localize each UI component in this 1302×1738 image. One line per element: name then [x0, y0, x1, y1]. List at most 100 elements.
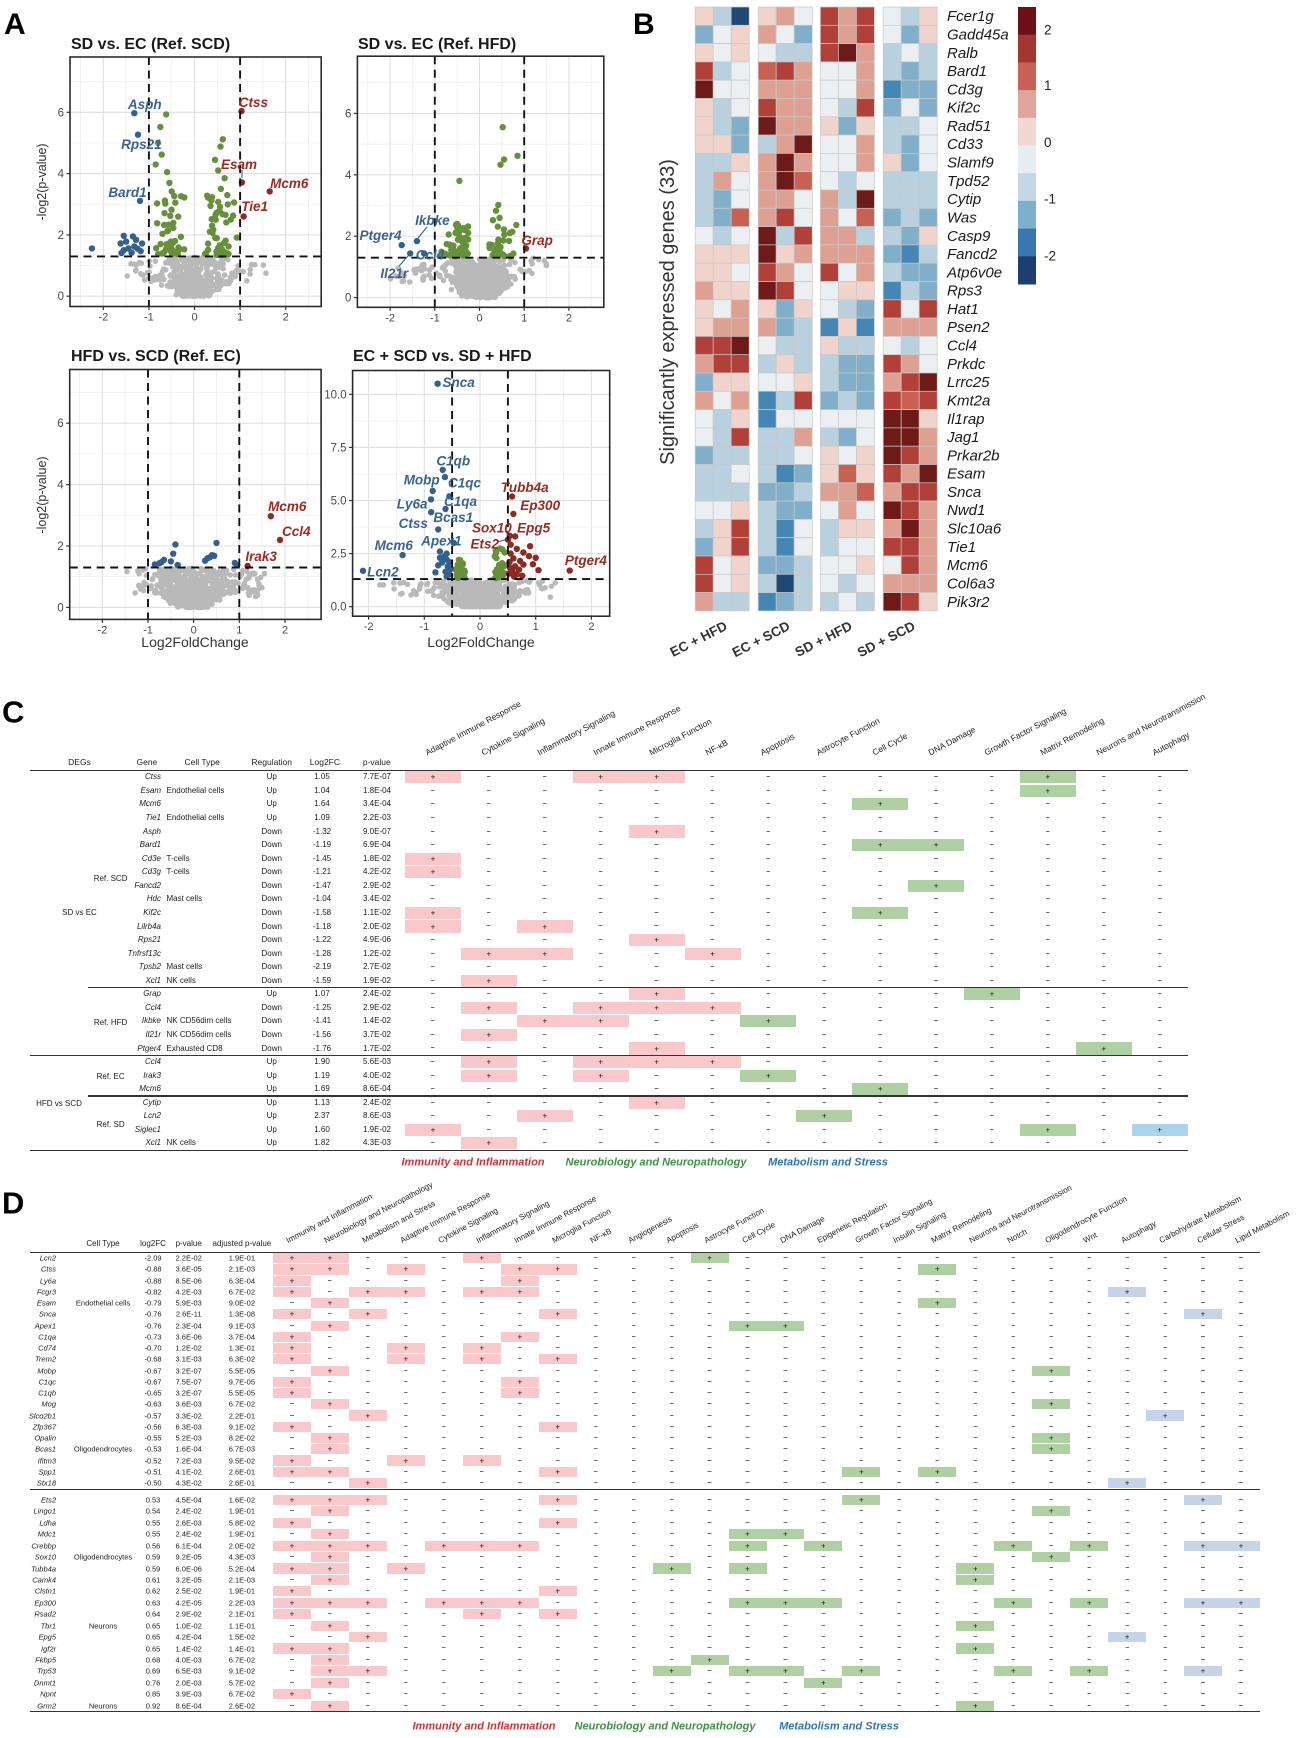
svg-text:Apex1: Apex1: [420, 534, 462, 549]
svg-text:Pik3r2: Pik3r2: [947, 594, 990, 611]
svg-text:Esam: Esam: [947, 466, 985, 483]
svg-text:Snca: Snca: [442, 375, 475, 390]
svg-text:2.5: 2.5: [331, 549, 347, 561]
svg-text:Slamf9: Slamf9: [947, 155, 994, 172]
svg-text:Ccl4: Ccl4: [282, 524, 311, 539]
svg-text:Mobp: Mobp: [404, 473, 440, 488]
svg-text:4: 4: [57, 480, 64, 492]
svg-text:Ep300: Ep300: [520, 498, 560, 513]
svg-text:HFD vs. SCD (Ref. EC): HFD vs. SCD (Ref. EC): [71, 348, 241, 365]
svg-text:Log2FoldChange: Log2FoldChange: [141, 634, 249, 650]
svg-text:Psen2: Psen2: [947, 319, 990, 336]
svg-text:-1: -1: [1044, 192, 1056, 207]
svg-text:2: 2: [566, 312, 572, 324]
svg-text:-2: -2: [364, 621, 374, 633]
svg-text:SD + HFD: SD + HFD: [793, 618, 855, 660]
svg-text:SD vs. EC (Ref. HFD): SD vs. EC (Ref. HFD): [358, 36, 516, 53]
svg-text:5.0: 5.0: [331, 496, 347, 508]
svg-text:10.0: 10.0: [324, 389, 346, 401]
svg-text:Il1rap: Il1rap: [947, 411, 985, 428]
svg-text:Tie1: Tie1: [241, 199, 268, 214]
svg-text:SD + SCD: SD + SCD: [855, 618, 918, 660]
svg-text:-2: -2: [98, 312, 108, 324]
svg-text:Ets2: Ets2: [471, 537, 500, 552]
svg-text:Prkar2b: Prkar2b: [947, 447, 1000, 464]
svg-text:Gadd45a: Gadd45a: [947, 27, 1009, 44]
svg-text:Ralb: Ralb: [947, 45, 978, 62]
svg-text:Kif2c: Kif2c: [947, 100, 981, 117]
svg-text:Sox10: Sox10: [472, 521, 512, 536]
svg-text:Prkdc: Prkdc: [947, 356, 986, 373]
svg-text:0: 0: [476, 312, 482, 324]
svg-text:Tubb4a: Tubb4a: [501, 480, 549, 495]
svg-text:6: 6: [345, 108, 351, 120]
svg-text:-log2(p-value): -log2(p-value): [35, 143, 49, 220]
svg-text:Fcer1g: Fcer1g: [947, 8, 994, 25]
svg-text:Casp9: Casp9: [947, 228, 991, 245]
svg-text:2: 2: [345, 231, 351, 243]
svg-text:-2: -2: [1044, 249, 1056, 264]
svg-text:EC + SCD: EC + SCD: [730, 618, 793, 660]
svg-text:Rad51: Rad51: [947, 118, 991, 135]
svg-text:Tie1: Tie1: [947, 539, 976, 556]
svg-text:Ccl4: Ccl4: [416, 248, 445, 263]
svg-text:Ccl4: Ccl4: [947, 338, 977, 355]
svg-text:Nwd1: Nwd1: [947, 502, 985, 519]
svg-text:Ly6a: Ly6a: [397, 497, 428, 512]
svg-text:Bard1: Bard1: [947, 63, 987, 80]
svg-text:-1: -1: [419, 621, 429, 633]
svg-text:Irak3: Irak3: [245, 549, 277, 564]
svg-text:-1: -1: [144, 312, 154, 324]
svg-text:Epg5: Epg5: [517, 521, 550, 536]
svg-text:EC + HFD: EC + HFD: [668, 618, 730, 660]
svg-text:1: 1: [521, 312, 527, 324]
svg-text:Bcas1: Bcas1: [433, 510, 473, 525]
svg-text:Fancd2: Fancd2: [947, 246, 998, 263]
svg-text:-1: -1: [430, 312, 440, 324]
svg-text:Atp6v0e: Atp6v0e: [946, 264, 1002, 281]
svg-text:1: 1: [533, 621, 539, 633]
svg-text:Kmt2a: Kmt2a: [947, 392, 990, 409]
svg-text:Log2FoldChange: Log2FoldChange: [427, 634, 535, 650]
svg-text:Ctss: Ctss: [399, 516, 429, 531]
svg-text:Ikbke: Ikbke: [415, 213, 450, 228]
svg-text:Grap: Grap: [521, 233, 553, 248]
svg-text:Esam: Esam: [221, 157, 257, 172]
svg-text:Col6a3: Col6a3: [947, 576, 995, 593]
svg-text:Mcm6: Mcm6: [268, 499, 307, 514]
svg-text:0: 0: [191, 312, 197, 324]
svg-text:Ctss: Ctss: [239, 95, 269, 110]
svg-text:2: 2: [1044, 22, 1052, 37]
svg-text:Slc10a6: Slc10a6: [947, 521, 1002, 538]
svg-text:EC + SCD vs. SD + HFD: EC + SCD vs. SD + HFD: [353, 348, 532, 365]
svg-text:2: 2: [57, 541, 63, 553]
svg-text:Ptger4: Ptger4: [359, 228, 402, 243]
svg-text:2: 2: [282, 624, 288, 636]
svg-text:4: 4: [58, 169, 65, 181]
svg-text:7.5: 7.5: [331, 442, 347, 454]
svg-text:Jag1: Jag1: [946, 429, 980, 446]
svg-text:-2: -2: [98, 624, 108, 636]
svg-text:Rps21: Rps21: [121, 137, 162, 152]
svg-text:Cd33: Cd33: [947, 136, 984, 153]
svg-text:SD vs. EC (Ref. SCD): SD vs. EC (Ref. SCD): [71, 36, 230, 53]
svg-text:2: 2: [58, 230, 64, 242]
svg-text:6: 6: [58, 107, 64, 119]
svg-text:Ptger4: Ptger4: [565, 553, 608, 568]
svg-text:Tpd52: Tpd52: [947, 173, 990, 190]
svg-text:Significantly expressed genes: Significantly expressed genes (33): [657, 159, 679, 465]
svg-text:Lrrc25: Lrrc25: [947, 374, 990, 391]
svg-text:0.0: 0.0: [331, 602, 347, 614]
svg-text:-log2(p-value): -log2(p-value): [35, 456, 49, 533]
svg-text:6: 6: [57, 418, 63, 430]
svg-text:Mcm6: Mcm6: [375, 538, 414, 553]
svg-text:2: 2: [588, 621, 594, 633]
svg-text:Hat1: Hat1: [947, 301, 979, 318]
svg-text:Rps3: Rps3: [947, 283, 983, 300]
svg-text:Asph: Asph: [127, 97, 162, 112]
svg-text:Lcn2: Lcn2: [367, 565, 399, 580]
svg-text:0: 0: [57, 602, 63, 614]
svg-text:0: 0: [477, 621, 483, 633]
svg-text:Cytip: Cytip: [947, 191, 981, 208]
svg-text:C1qa: C1qa: [444, 494, 478, 509]
